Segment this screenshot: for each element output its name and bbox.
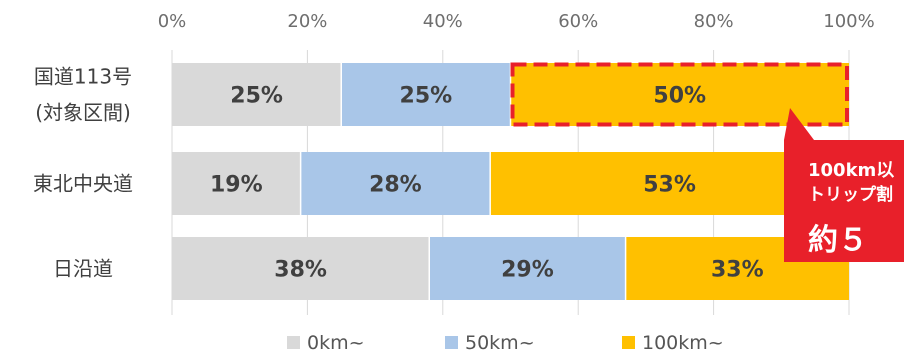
bar-segment [172, 152, 301, 215]
legend-swatch [622, 336, 635, 349]
legend-swatch [445, 336, 458, 349]
legend-label: 100km~ [642, 332, 724, 354]
x-tick-label: 40% [423, 11, 463, 32]
x-tick-label: 20% [287, 11, 327, 32]
bar-segment [172, 63, 342, 126]
callout-text: トリップ割 [808, 184, 893, 205]
data-label: 19% [210, 173, 263, 198]
bar-segment [429, 237, 626, 300]
data-label: 53% [643, 173, 696, 198]
data-label: 38% [274, 258, 327, 283]
data-label: 29% [501, 258, 554, 283]
legend: 0km~ 50km~ 100km~ [287, 332, 724, 354]
x-tick-label: 80% [694, 11, 734, 32]
bar-segment [172, 237, 430, 300]
callout-text: 約５ [808, 223, 868, 258]
data-label: 33% [711, 258, 764, 283]
data-label: 28% [369, 173, 422, 198]
data-labels: 25% 25% 50% 19% 28% 53% 38% 29% 33% [210, 84, 764, 283]
data-label: 50% [653, 84, 706, 109]
category-label: (対象区間) [35, 101, 131, 125]
x-tick-label: 0% [158, 11, 187, 32]
callout-box [784, 108, 904, 262]
bar-segment [341, 63, 511, 126]
x-axis-ticks: 0% 20% 40% 60% 80% 100% [158, 11, 875, 32]
highlight-dashed-border [510, 62, 849, 127]
category-label: 日沿道 [53, 257, 113, 281]
legend-swatch [287, 336, 300, 349]
callout-text: 100km以 [808, 160, 894, 181]
bar-segment [300, 152, 491, 215]
category-label: 東北中央道 [33, 172, 133, 196]
legend-label: 0km~ [307, 332, 365, 354]
highlight-box [510, 62, 849, 127]
x-tick-label: 100% [823, 11, 874, 32]
legend-label: 50km~ [465, 332, 535, 354]
data-label: 25% [230, 84, 283, 109]
category-label: 国道113号 [34, 65, 132, 89]
data-label: 25% [400, 84, 453, 109]
x-tick-label: 60% [558, 11, 598, 32]
